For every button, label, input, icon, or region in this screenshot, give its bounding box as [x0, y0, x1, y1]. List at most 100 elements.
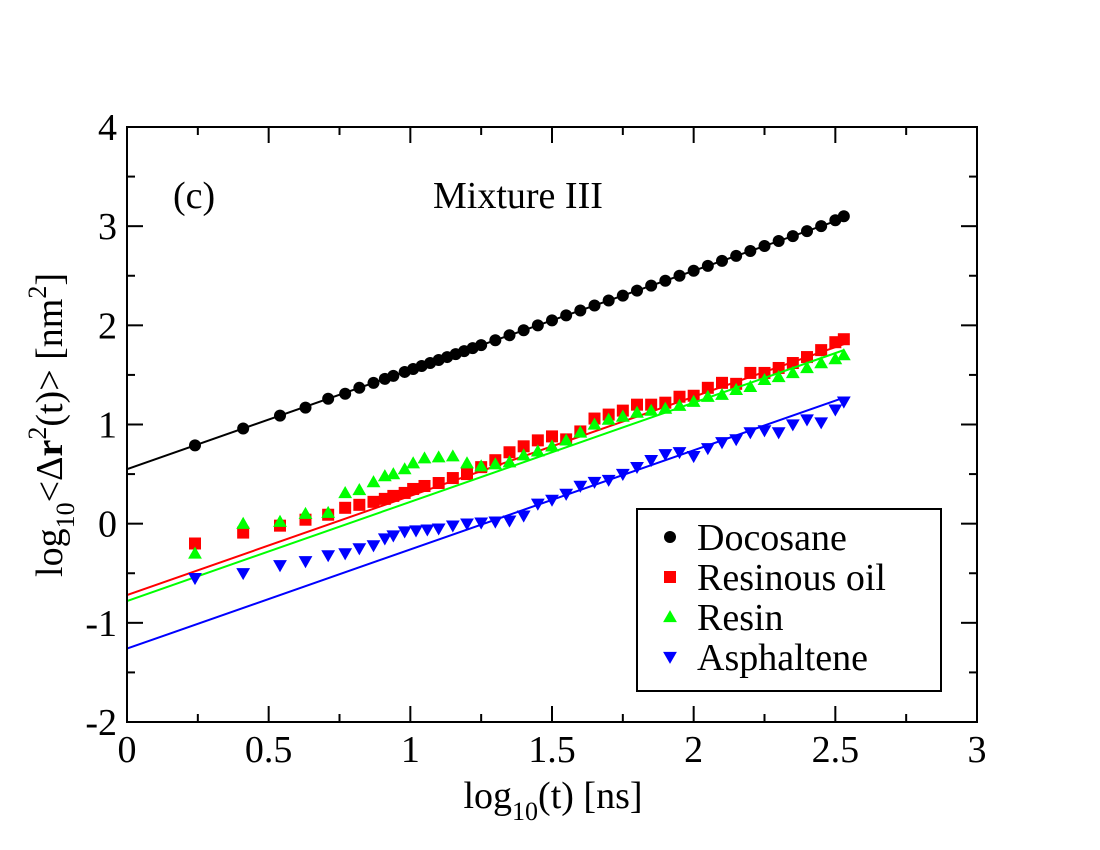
resin-point: [672, 398, 687, 411]
y-tick-label: 0: [98, 504, 117, 546]
resin-point: [474, 459, 489, 472]
asphaltene-point: [545, 494, 559, 507]
asphaltene-point: [686, 451, 701, 464]
x-axis-title-main: log: [463, 775, 512, 817]
docosane-point: [560, 309, 573, 322]
asphaltene-point: [488, 516, 503, 529]
resinous-oil-point: [701, 381, 714, 394]
asphaltene-point: [729, 434, 744, 447]
asphaltene-point: [828, 404, 843, 417]
resin-point: [397, 462, 412, 475]
x-tick-label: 1: [401, 729, 420, 771]
asphaltene-point: [658, 449, 673, 462]
docosane-point: [716, 254, 728, 267]
docosane-point: [237, 422, 250, 435]
docosane-point: [701, 259, 714, 272]
resin-point: [686, 394, 701, 407]
series-asphaltene: [126, 396, 851, 650]
docosane-point: [353, 381, 366, 394]
legend-marker-docosane: [664, 531, 676, 543]
legend-box: [636, 508, 942, 692]
resin-point: [236, 516, 251, 529]
y-axis-title-bold: r: [29, 440, 71, 457]
asphaltene-point: [785, 419, 800, 432]
resin-point: [828, 352, 843, 365]
docosane-point: [531, 319, 544, 332]
docosane-point: [730, 249, 743, 262]
asphaltene-point: [559, 488, 574, 501]
resin-point: [460, 456, 474, 469]
docosane-point: [801, 225, 813, 238]
asphaltene-point: [502, 515, 517, 528]
resin-point: [644, 403, 659, 416]
legend-marker-asphaltene: [663, 651, 677, 664]
resin-point: [559, 433, 574, 446]
resinous-oil-point: [801, 351, 813, 364]
y-axis-title-part1: <Δ: [29, 457, 71, 503]
resin-point: [729, 382, 744, 395]
resin-point: [757, 372, 772, 386]
y-axis-title: log10<Δr2(t)> [nm2]: [23, 273, 80, 577]
y-tick-label: 3: [98, 206, 117, 248]
resin-point: [700, 389, 715, 402]
y-axis-title-sub: 10: [51, 502, 80, 528]
resinous-oil-point: [503, 446, 516, 459]
docosane-point: [659, 274, 672, 287]
resin-point: [488, 457, 503, 470]
resin-point: [516, 448, 531, 461]
resinous-oil-point: [418, 479, 431, 492]
y-axis-title-main: log: [29, 528, 71, 577]
asphaltene-point: [409, 525, 423, 538]
x-axis-title-rest: (t) [ns]: [538, 775, 642, 817]
docosane-point: [616, 289, 629, 302]
resinous-oil-point: [353, 498, 366, 511]
resin-point: [273, 514, 287, 527]
resin-point: [188, 546, 202, 559]
panel-label: (c): [173, 175, 215, 217]
resinous-oil-point: [837, 333, 850, 346]
asphaltene-point: [352, 543, 367, 556]
docosane-point: [503, 329, 516, 342]
asphaltene-point: [298, 556, 313, 569]
asphaltene-point: [321, 550, 336, 563]
legend-label-docosane: Docosane: [697, 517, 847, 559]
legend-marker-resin: [663, 610, 677, 623]
asphaltene-point: [771, 427, 786, 440]
resinous-oil-point: [716, 376, 728, 389]
asphaltene-point: [630, 461, 644, 475]
resinous-oil-point: [531, 434, 544, 447]
asphaltene-point: [530, 498, 545, 511]
asphaltene-point: [516, 510, 531, 523]
docosane-point: [837, 210, 850, 223]
asphaltene-point: [445, 520, 460, 533]
docosane-point: [815, 220, 828, 233]
resin-point: [352, 483, 367, 496]
resinous-oil-point: [407, 482, 420, 495]
asphaltene-point: [587, 476, 602, 489]
resin-point: [800, 361, 814, 374]
resinous-oil-point: [189, 537, 201, 550]
resin-point: [338, 486, 353, 499]
resinous-oil-point: [517, 440, 530, 453]
legend-label-asphaltene: Asphaltene: [697, 637, 868, 679]
resinous-oil-point: [237, 526, 250, 539]
docosane-point: [546, 314, 558, 327]
docosane-point: [367, 376, 380, 389]
asphaltene-point: [474, 517, 489, 530]
resin-point: [836, 348, 851, 361]
resin-point: [545, 439, 559, 452]
resin-point: [298, 506, 313, 519]
resin-point: [366, 475, 381, 488]
asphaltene-point: [573, 480, 588, 493]
resinous-oil-point: [339, 501, 352, 514]
resinous-oil-point: [815, 344, 828, 357]
resin-point: [771, 370, 786, 383]
docosane-point: [687, 264, 700, 277]
asphaltene-point: [460, 518, 474, 531]
series-docosane: [126, 210, 850, 471]
asphaltene-point: [615, 468, 630, 481]
x-axis-title-sub: 10: [512, 797, 538, 826]
y-tick-label: 2: [98, 305, 117, 347]
